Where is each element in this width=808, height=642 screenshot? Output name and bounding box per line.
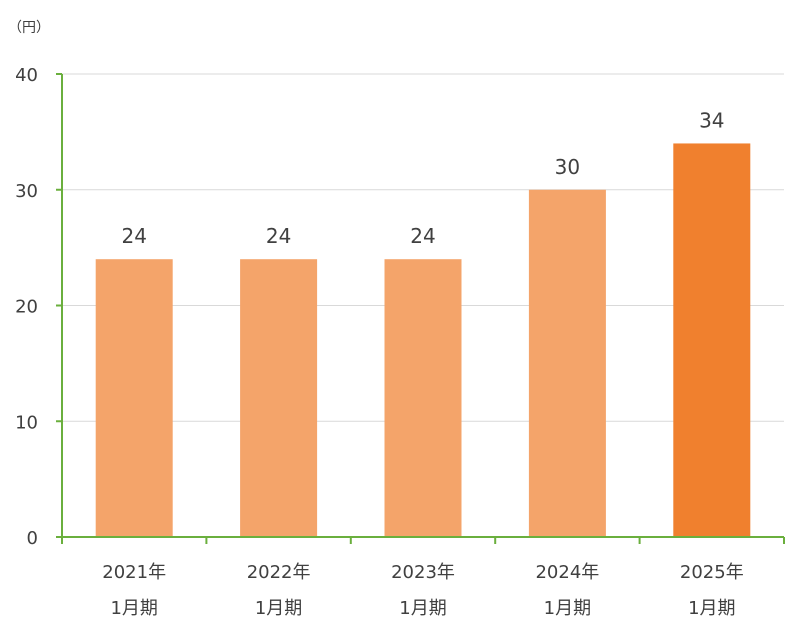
bar — [384, 259, 462, 537]
x-tick-period: 1月期 — [255, 598, 302, 619]
y-tick-label: 20 — [15, 297, 38, 318]
x-tick-year: 2024年 — [535, 562, 599, 583]
data-label: 34 — [699, 108, 724, 132]
y-tick-label: 10 — [15, 412, 38, 433]
x-axis-ticks: 2021年 1月期 2022年 1月期 2023年 1月期 2024年 1月期 … — [102, 562, 743, 619]
x-tick-year: 2023年 — [391, 562, 455, 583]
x-tick-period: 1月期 — [399, 598, 446, 619]
x-tick-year: 2025年 — [680, 562, 744, 583]
data-label: 30 — [555, 155, 580, 179]
x-tick-period: 1月期 — [544, 598, 591, 619]
data-label: 24 — [266, 224, 291, 248]
y-tick-label: 30 — [15, 181, 38, 202]
bar — [673, 143, 751, 537]
x-tick-year: 2022年 — [247, 562, 311, 583]
y-tick-label: 0 — [27, 528, 38, 549]
unit-label: （円） — [8, 20, 50, 36]
data-label: 24 — [121, 224, 146, 248]
axes — [56, 73, 785, 544]
x-tick-period: 1月期 — [688, 598, 735, 619]
x-tick-year: 2021年 — [102, 562, 166, 583]
bar — [528, 189, 606, 537]
y-axis-ticks: 0 10 20 30 40 — [15, 65, 38, 549]
bars — [95, 143, 751, 537]
data-labels: 24 24 24 30 34 — [121, 108, 724, 248]
x-tick-period: 1月期 — [110, 598, 157, 619]
bar — [240, 259, 318, 537]
bar — [95, 259, 173, 537]
data-label: 24 — [410, 224, 435, 248]
y-tick-label: 40 — [15, 65, 38, 86]
